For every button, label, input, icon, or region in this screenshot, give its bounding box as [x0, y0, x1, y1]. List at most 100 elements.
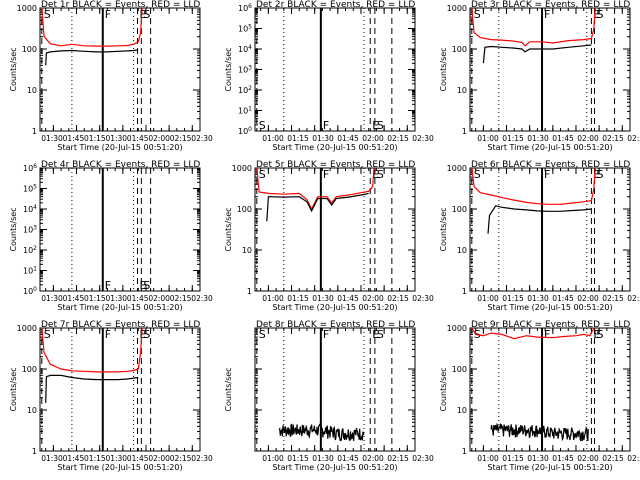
x-tick-label: 02:00 [148, 294, 170, 303]
x-tick-label: 02:30 [627, 454, 640, 463]
events-series-line [487, 205, 592, 234]
y-tick-label: 100 [452, 45, 467, 54]
x-tick-label: 02:00 [577, 454, 599, 463]
marker-label-f: F [323, 328, 329, 341]
plot-frame [254, 327, 416, 452]
x-tick-label: 02:15 [170, 134, 192, 143]
marker-label-s: S [143, 328, 150, 341]
x-tick-label: 02:30 [191, 454, 213, 463]
marker-label-f: F [105, 8, 111, 21]
x-tick-label: 02:15 [602, 294, 624, 303]
y-axis-label: Counts/sec [9, 367, 18, 411]
lld-series-line [471, 7, 596, 47]
x-tick-label: 01:45 [127, 134, 149, 143]
chart-title: Det 6r BLACK = Events, RED = LLD [471, 160, 630, 170]
x-tick-label: 02:00 [577, 134, 599, 143]
x-tick-label: 01:45 [63, 134, 85, 143]
y-axis-label: Counts/sec [224, 367, 233, 411]
x-tick-label: 01:15 [502, 134, 524, 143]
plot-frame [39, 167, 201, 292]
x-tick-label: 01:45 [552, 134, 574, 143]
plot-frame [469, 167, 631, 292]
chart-panel-4: Det 4r BLACK = Events, RED = LLD 100 101 10… [9, 160, 213, 312]
y-tick-label: 1000 [17, 4, 37, 13]
chart-panel-5: Det 5r BLACK = Events, RED = LLD 1 10 100 10… [224, 160, 434, 312]
x-tick-label: 02:30 [412, 134, 434, 143]
x-tick-label: 01:30 [41, 454, 63, 463]
chart-title: Det 3r BLACK = Events, RED = LLD [471, 0, 630, 10]
x-tick-label: 02:30 [627, 294, 640, 303]
x-tick-label: 02:15 [602, 454, 624, 463]
x-tick-label: 02:00 [148, 134, 170, 143]
x-tick-label: 01:30 [527, 134, 549, 143]
marker-label-s: S [377, 168, 384, 181]
y-tick-label: 101 [238, 106, 252, 116]
x-tick-label: 02:00 [362, 134, 384, 143]
x-tick-label: 01:15 [287, 294, 309, 303]
chart-panel-2: Det 2r BLACK = Events, RED = LLD 100 101 10… [224, 0, 434, 152]
x-tick-label: 01:30 [312, 134, 334, 143]
x-tick-label: 02:30 [412, 294, 434, 303]
x-tick-label: 01:30 [41, 294, 63, 303]
marker-label-s: S [44, 8, 51, 21]
x-tick-label: 01:45 [337, 134, 359, 143]
x-axis-label: Start Time (20-Jul-15 00:51:20) [57, 303, 182, 312]
marker-label-s: S [143, 279, 150, 292]
marker-label-e: E [139, 328, 146, 341]
y-tick-label: 100 [237, 205, 252, 214]
x-tick-label: 01:30 [527, 454, 549, 463]
marker-label-s: S [259, 168, 266, 181]
chart-title: Det 1r BLACK = Events, RED = LLD [41, 0, 200, 10]
x-tick-label: 02:15 [387, 134, 409, 143]
plot-frame [39, 327, 201, 452]
y-tick-label: 1000 [17, 324, 37, 333]
x-tick-label: 01:30 [312, 294, 334, 303]
marker-label-e: E [593, 168, 600, 181]
x-tick-label: 01:45 [127, 454, 149, 463]
lld-series-line [256, 167, 375, 211]
events-series-line [278, 423, 365, 442]
events-series-line [482, 44, 592, 64]
x-tick-label: 01:00 [262, 294, 284, 303]
x-tick-label: 02:15 [170, 454, 192, 463]
x-tick-label: 02:00 [362, 454, 384, 463]
y-tick-label: 1000 [232, 164, 252, 173]
x-tick-label: 01:30 [105, 294, 127, 303]
y-tick-label: 100 [452, 205, 467, 214]
x-tick-label: 02:15 [387, 454, 409, 463]
x-tick-label: 02:30 [627, 134, 640, 143]
y-tick-label: 1000 [447, 164, 467, 173]
x-tick-label: 01:30 [105, 454, 127, 463]
x-tick-label: 01:30 [527, 294, 549, 303]
plot-frame [39, 7, 201, 132]
x-tick-label: 01:45 [337, 454, 359, 463]
lld-series-line [471, 327, 595, 340]
plot-frame [469, 7, 631, 132]
x-axis-label: Start Time (20-Jul-15 00:51:20) [272, 463, 397, 472]
marker-label-f: F [323, 168, 329, 181]
x-axis-label: Start Time (20-Jul-15 00:51:20) [487, 463, 612, 472]
marker-label-e: E [139, 8, 146, 21]
lld-series-line [471, 167, 596, 205]
y-tick-label: 105 [23, 184, 37, 194]
x-tick-label: 02:00 [148, 454, 170, 463]
marker-label-s: S [259, 328, 266, 341]
y-tick-label: 100 [22, 365, 37, 374]
x-tick-label: 02:15 [170, 294, 192, 303]
events-series-line [45, 374, 139, 403]
y-axis-label: Counts/sec [439, 47, 448, 91]
y-tick-label: 102 [23, 245, 37, 255]
y-tick-label: 1000 [447, 324, 467, 333]
x-tick-label: 01:15 [84, 454, 106, 463]
x-tick-label: 01:45 [63, 454, 85, 463]
marker-label-s: S [143, 8, 150, 21]
chart-panel-9: Det 9r BLACK = Events, RED = LLD 1 10 100 10… [439, 320, 640, 472]
marker-label-e: E [372, 328, 379, 341]
y-axis-label: Counts/sec [224, 47, 233, 91]
x-tick-label: 01:30 [41, 134, 63, 143]
marker-label-f: F [105, 328, 111, 341]
x-tick-label: 02:00 [577, 294, 599, 303]
lld-series-line [41, 327, 143, 373]
x-tick-label: 02:30 [412, 454, 434, 463]
x-tick-label: 01:45 [552, 454, 574, 463]
